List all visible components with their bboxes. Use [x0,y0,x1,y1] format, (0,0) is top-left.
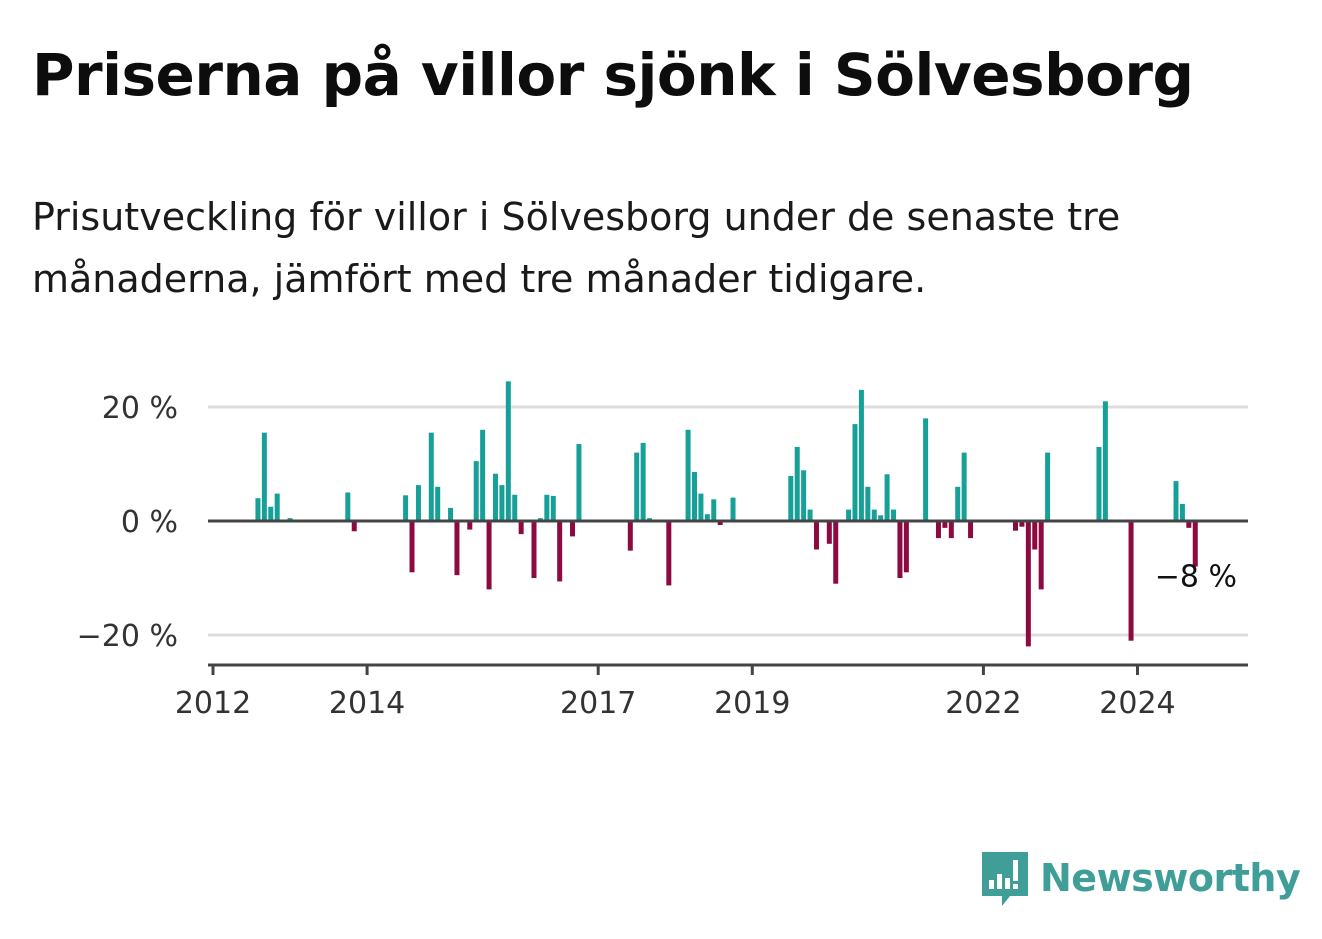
bar [448,507,454,521]
bar [512,494,518,521]
chart-title: Priserna på villor sjönk i Sölvesborg [32,41,1194,109]
bar [1038,521,1044,590]
bar [480,429,486,521]
bar [730,497,736,521]
bar [428,432,434,521]
bar [634,452,640,521]
bar [813,521,819,550]
bar [948,521,954,539]
bar [1128,521,1134,641]
logo-text: Newsworthy [1040,856,1301,900]
bar [1032,521,1038,550]
y-tick-label: 0 % [121,505,178,540]
labels: 20 % 0 % −20 % 2012 2014 2017 2019 2022 2024 −8 % [77,391,1237,721]
bar [570,521,576,537]
bar [627,521,633,551]
newsworthy-logo-icon [982,852,1028,906]
bar [1192,521,1198,567]
bar [968,521,974,539]
bar [1102,401,1108,521]
x-tick-label: 2012 [175,686,251,721]
bar [492,473,498,521]
bar [454,521,460,576]
latest-value-annotation: −8 % [1155,560,1237,595]
bar [942,521,948,528]
bar [1179,503,1185,521]
bar [858,389,864,521]
bar [576,444,582,521]
bar [955,486,961,521]
x-tick-label: 2019 [714,686,790,721]
bar [704,514,710,521]
bar [415,485,421,521]
y-tick-label: −20 % [77,619,178,654]
bar [833,521,839,584]
bar [557,521,563,582]
bar [788,475,794,521]
bar [1013,521,1018,531]
bar [486,521,492,590]
bar [826,521,832,544]
bar [935,521,941,539]
bar [505,381,511,521]
x-tick-label: 2017 [560,686,636,721]
bar [435,486,441,521]
bar [409,521,415,573]
bar [518,521,524,535]
newsworthy-logo: Newsworthy [980,848,1301,908]
gridlines [208,405,1248,637]
bars [255,381,1198,647]
bar [473,461,479,521]
bar [351,521,357,532]
bar [897,521,903,578]
x-tick-label: 2022 [945,686,1021,721]
bar [1045,452,1051,521]
bar [1096,446,1102,521]
y-tick-label: 20 % [102,391,178,426]
bar [666,521,672,586]
chart-subtitle: Prisutveckling för villor i Sölvesborg u… [32,195,1121,301]
bar [884,474,890,521]
bar [531,521,537,578]
axes [208,519,1248,675]
bar [544,494,550,521]
bar [255,498,261,521]
bar [1019,521,1025,527]
bar [1186,521,1192,528]
bar [499,485,505,521]
bar [1025,521,1031,647]
bar [1173,481,1179,521]
bar [692,471,697,521]
x-tick-label: 2024 [1099,686,1175,721]
bar [711,499,717,521]
bar [550,495,556,521]
bar [640,442,646,521]
bar [698,493,704,521]
bar [717,521,723,525]
bar [467,521,473,530]
bar [794,446,800,521]
price-change-bar-chart: 20 % 0 % −20 % 2012 2014 2017 2019 2022 2024 −8 % [77,381,1248,721]
bar [268,506,274,521]
x-tick-label: 2014 [329,686,405,721]
bar [923,418,929,521]
bar [261,432,267,521]
bar [685,429,691,521]
bar [403,495,409,521]
bar [961,452,967,521]
bar [846,509,852,521]
bar [891,509,897,521]
bar [871,509,877,521]
bar [801,470,807,521]
bar [903,521,909,573]
bar [274,493,280,521]
bar [865,486,871,521]
bar [878,515,884,521]
bar [852,424,858,521]
bar [345,492,351,521]
bar [807,509,813,521]
